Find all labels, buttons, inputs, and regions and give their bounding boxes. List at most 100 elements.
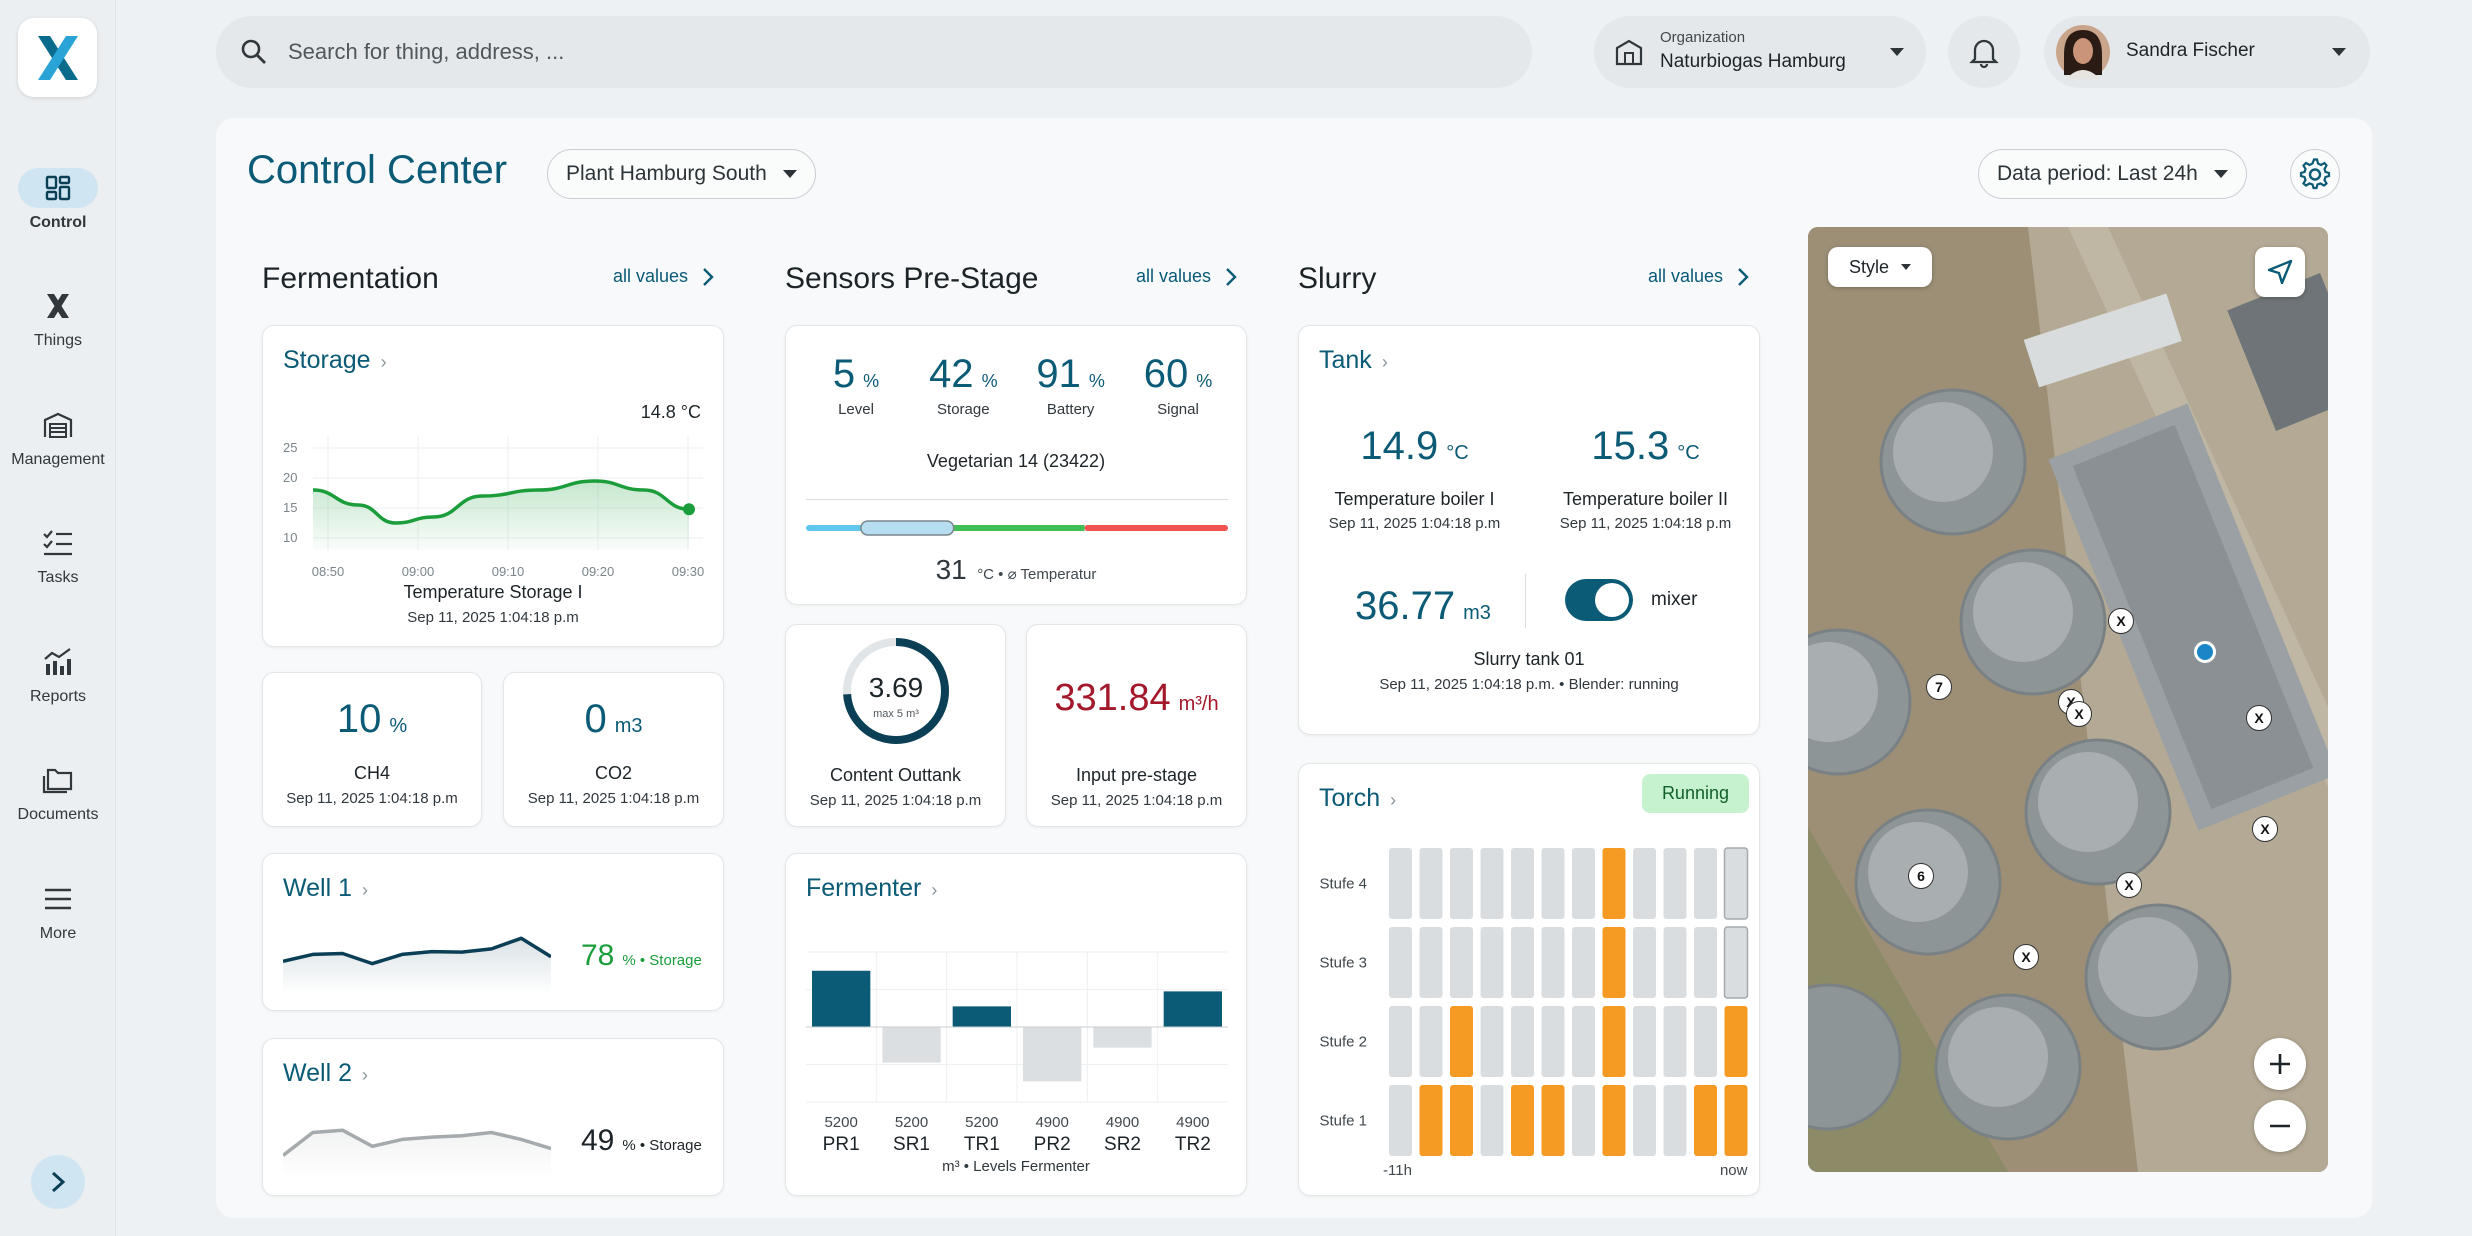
mixer-label: mixer bbox=[1651, 589, 1698, 610]
sensor-stat-value: 60 bbox=[1143, 352, 1189, 396]
site-map[interactable]: Style X 7 X X X X 6 X X bbox=[1808, 227, 2328, 1172]
chevron-down-icon bbox=[1890, 48, 1904, 56]
storage-title[interactable]: Storage › bbox=[283, 346, 387, 374]
torch-x-start: -11h bbox=[1383, 1162, 1412, 1179]
map-marker[interactable]: X bbox=[2252, 816, 2278, 842]
torch-cell bbox=[1663, 1085, 1687, 1156]
torch-cell bbox=[1633, 848, 1656, 919]
x-tick-label: 09:10 bbox=[492, 564, 525, 579]
org-caption: Organization bbox=[1660, 29, 1746, 46]
torch-cell bbox=[1663, 848, 1687, 919]
sensor-status-card[interactable]: 5% Level 42% Storage 91% Battery 60% Signal Veg… bbox=[785, 325, 1247, 605]
map-style-dropdown[interactable]: Style bbox=[1828, 247, 1932, 287]
well2-title[interactable]: Well 2 › bbox=[283, 1059, 369, 1087]
building-icon bbox=[1615, 39, 1643, 66]
expand-sidebar-button[interactable] bbox=[31, 1155, 85, 1209]
nav-label: Management bbox=[11, 451, 105, 468]
chevron-right-icon: › bbox=[362, 1065, 369, 1085]
tank-level-value: 36.77 m3 bbox=[1355, 584, 1491, 628]
organization-selector[interactable]: Organization Naturbiogas Hamburg bbox=[1594, 16, 1926, 88]
gear-icon bbox=[2299, 158, 2331, 190]
range-ok bbox=[953, 525, 1085, 531]
fermentation-all-values-link[interactable]: all values bbox=[613, 266, 714, 287]
temperature-range-bar bbox=[806, 520, 1228, 536]
fermenter-category-label: PR1 bbox=[823, 1134, 860, 1155]
well2-card[interactable]: Well 2 › 49% • Storage bbox=[262, 1038, 724, 1196]
nav-more[interactable]: More bbox=[0, 879, 116, 943]
x-logo-icon bbox=[37, 35, 78, 80]
temperature-line bbox=[312, 479, 690, 525]
storage-card[interactable]: Storage › 14.8 °C 25 20 15 10 08:50 09:00 09:10… bbox=[262, 325, 724, 647]
outtank-max: max 5 m³ bbox=[873, 708, 919, 720]
slurry-title: Slurry bbox=[1298, 262, 1377, 295]
zoom-out-button[interactable] bbox=[2254, 1100, 2306, 1152]
map-marker[interactable]: X bbox=[2116, 872, 2142, 898]
torch-title[interactable]: Torch › bbox=[1319, 784, 1397, 812]
nav-management[interactable]: Management bbox=[0, 405, 116, 469]
map-marker[interactable]: X bbox=[2108, 608, 2134, 634]
org-name: Naturbiogas Hamburg bbox=[1660, 51, 1846, 72]
nav-control[interactable]: Control bbox=[0, 168, 116, 232]
sensor-stat: 60% Signal bbox=[1128, 352, 1228, 418]
well1-card[interactable]: Well 1 › 78% • Storage bbox=[262, 853, 724, 1011]
torch-status-badge: Running bbox=[1641, 774, 1749, 813]
sparkline-area bbox=[283, 938, 551, 994]
current-point bbox=[683, 503, 695, 516]
co2-card[interactable]: 0 m3 CO2 Sep 11, 2025 1:04:18 p.m bbox=[503, 672, 724, 827]
outtank-gauge: 3.69 max 5 m³ bbox=[843, 638, 949, 744]
map-marker[interactable]: 6 bbox=[1908, 863, 1934, 889]
torch-card[interactable]: Torch › Running Stufe 4 Stufe 3 Stufe 2 Stuf… bbox=[1298, 763, 1760, 1196]
input-prestage-card[interactable]: 331.84 m³/h Input pre-stage Sep 11, 2025 … bbox=[1026, 624, 1247, 827]
period-selector[interactable]: Data period: Last 24h bbox=[1978, 149, 2247, 199]
search-input[interactable]: Search for thing, address, ... bbox=[288, 39, 565, 64]
tank-title[interactable]: Tank › bbox=[1319, 346, 1388, 374]
locate-button[interactable] bbox=[2255, 247, 2305, 297]
folder-icon bbox=[18, 760, 98, 800]
nav-things[interactable]: Things bbox=[0, 286, 116, 350]
notifications-button[interactable] bbox=[1948, 16, 2020, 88]
boiler2-label: Temperature boiler II bbox=[1562, 489, 1729, 509]
dashboard-icon bbox=[18, 168, 98, 208]
sensor-stat-value: 91 bbox=[1036, 352, 1081, 396]
chevron-down-icon bbox=[2213, 170, 2228, 178]
plant-selector-label: Plant Hamburg South bbox=[566, 162, 767, 185]
app-logo[interactable] bbox=[18, 18, 97, 97]
zoom-in-button[interactable] bbox=[2254, 1038, 2306, 1090]
nav-reports[interactable]: Reports bbox=[0, 642, 116, 706]
plant-selector[interactable]: Plant Hamburg South bbox=[547, 149, 816, 199]
fermenter-title[interactable]: Fermenter › bbox=[806, 874, 938, 902]
nav-documents[interactable]: Documents bbox=[0, 760, 116, 824]
sensor-stat-unit: % bbox=[863, 371, 880, 391]
torch-cell bbox=[1572, 848, 1595, 919]
chevron-down-icon bbox=[2332, 48, 2346, 56]
well1-title[interactable]: Well 1 › bbox=[283, 874, 369, 902]
storage-date: Sep 11, 2025 1:04:18 p.m bbox=[407, 609, 579, 626]
map-marker[interactable]: 7 bbox=[1926, 674, 1952, 700]
torch-cell bbox=[1724, 1085, 1748, 1156]
chevron-down-icon bbox=[782, 170, 797, 178]
area-fill bbox=[313, 481, 689, 550]
search-bar[interactable]: Search for thing, address, ... bbox=[216, 16, 1532, 88]
tank-card[interactable]: Tank › 14.9 °C Temperature boiler I Sep 11… bbox=[1298, 325, 1760, 735]
torch-cell bbox=[1389, 1085, 1412, 1156]
settings-button[interactable] bbox=[2290, 149, 2340, 199]
outtank-value: 3.69 bbox=[869, 672, 924, 703]
sensor-stat: 5% Level bbox=[806, 352, 906, 418]
sensor-stat-unit: % bbox=[1196, 371, 1213, 391]
torch-cell bbox=[1541, 927, 1565, 998]
fermenter-card[interactable]: Fermenter › 5200 PR1 5200 SR1 5200 TR1 4900 PR2 4… bbox=[785, 853, 1247, 1196]
toggle-knob bbox=[1595, 583, 1629, 617]
outtank-card[interactable]: 3.69 max 5 m³ Content Outtank Sep 11, 20… bbox=[785, 624, 1006, 827]
torch-cell bbox=[1480, 848, 1504, 919]
sensors-all-values-link[interactable]: all values bbox=[1136, 266, 1237, 287]
map-marker[interactable]: X bbox=[2013, 944, 2039, 970]
user-menu[interactable]: Sandra Fischer bbox=[2044, 16, 2370, 88]
ch4-card[interactable]: 10% CH4 Sep 11, 2025 1:04:18 p.m bbox=[262, 672, 482, 827]
slurry-all-values-link[interactable]: all values bbox=[1648, 266, 1749, 287]
map-marker[interactable]: X bbox=[2066, 701, 2092, 727]
mixer-toggle[interactable] bbox=[1565, 579, 1633, 621]
ch4-value: 10% bbox=[336, 697, 408, 741]
fermenter-bar bbox=[1093, 1027, 1152, 1048]
nav-tasks[interactable]: Tasks bbox=[0, 523, 116, 587]
map-marker[interactable]: X bbox=[2246, 705, 2272, 731]
